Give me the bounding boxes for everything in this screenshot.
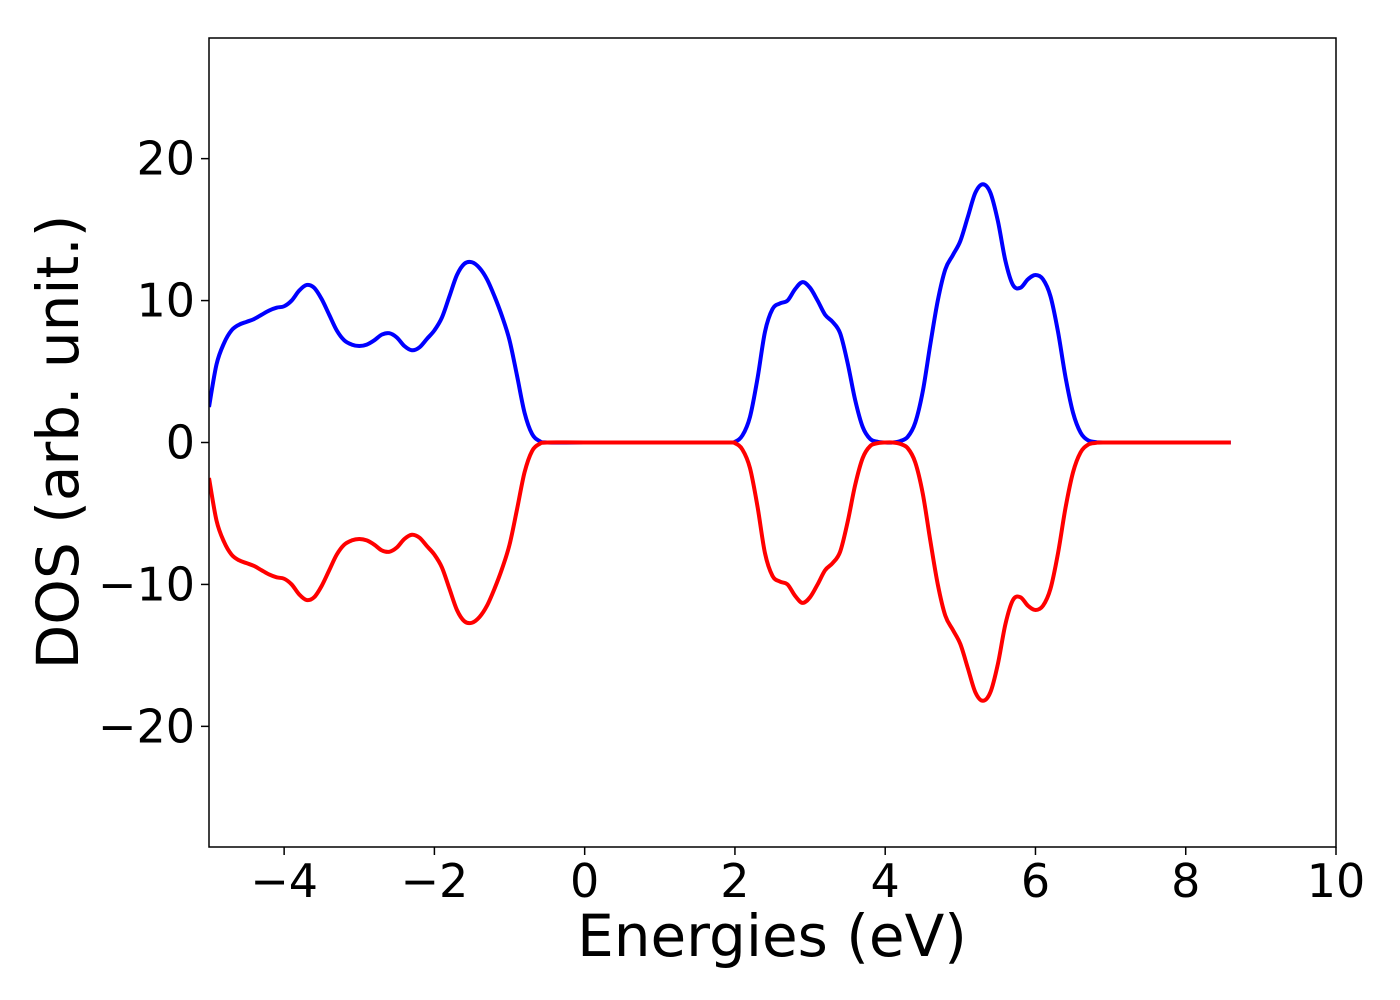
y-tick-label: −10: [98, 557, 195, 611]
y-tick-label: 10: [136, 274, 195, 328]
y-axis-label: DOS (arb. unit.): [24, 215, 92, 670]
dos-series-line-1: [209, 182, 1231, 445]
y-tick-label: 0: [166, 416, 195, 470]
x-tick-label: 0: [570, 854, 599, 908]
x-axis-label: Energies (eV): [577, 902, 967, 970]
x-axis-ticks: −4 −2 0 2 4 6 8 10: [250, 847, 1365, 908]
x-tick-label: −2: [400, 854, 468, 908]
dos-series-line-2: [209, 440, 1231, 703]
x-tick-label: −4: [250, 854, 318, 908]
series-layer: [209, 182, 1231, 703]
x-tick-label: 6: [1021, 854, 1050, 908]
x-tick-label: 4: [871, 854, 900, 908]
x-tick-label: 2: [720, 854, 749, 908]
x-tick-label: 10: [1307, 854, 1366, 908]
y-tick-label: 20: [136, 132, 195, 186]
x-tick-label: 8: [1171, 854, 1200, 908]
y-axis-ticks: −20 −10 0 10 20: [98, 132, 209, 753]
y-tick-label: −20: [98, 699, 195, 753]
